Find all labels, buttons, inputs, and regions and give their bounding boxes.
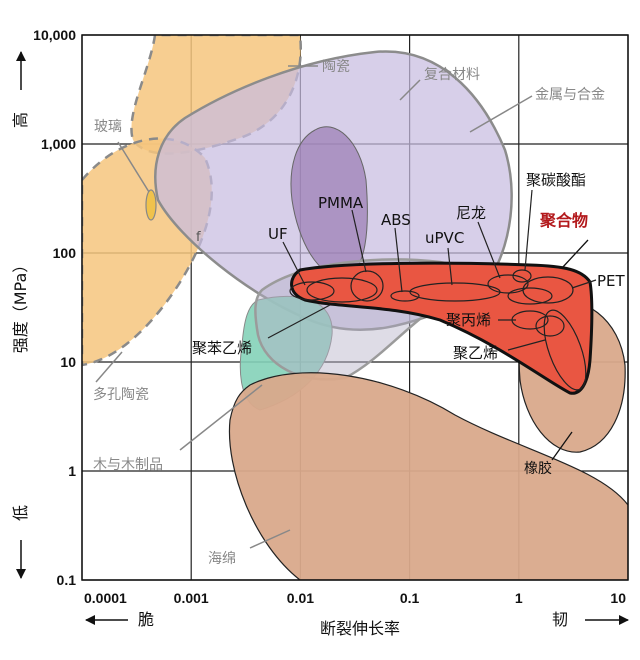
- pet-inner-region: [507, 287, 553, 305]
- leader-lines: [95, 65, 533, 549]
- polymer-label: 聚合物: [539, 211, 588, 230]
- metal-leader: [469, 95, 533, 133]
- pet-leader: [571, 279, 597, 289]
- pp-label: 聚丙烯: [446, 311, 491, 329]
- pe-leader: [507, 339, 546, 351]
- foam-leader: [249, 529, 291, 549]
- ps-leader: [267, 304, 331, 339]
- uf-region: [289, 281, 335, 301]
- nylon-region: [487, 274, 529, 294]
- polymer-labels: PMMA UF ABS uPVC 尼龙 聚碳酸酯 PET 聚丙烯 聚乙烯 聚苯乙…: [192, 171, 626, 362]
- y-tick-label: 1: [68, 463, 76, 479]
- wood-leader: [179, 384, 263, 451]
- y-tick-label: 10: [60, 354, 76, 370]
- polymer-subregions: [289, 269, 587, 391]
- y-tick-labels: 0.1 1 10 100 1,000 10,000: [33, 27, 76, 588]
- abs-region: [390, 290, 420, 302]
- polymer-leaders: [267, 189, 597, 351]
- y-axis-annotations: 强度（MPa） 高 低: [11, 51, 30, 579]
- foam-region: [228, 372, 628, 580]
- pc-region: [512, 269, 532, 283]
- pe-region: [543, 309, 587, 391]
- x-high-label: 韧: [552, 610, 568, 629]
- pc-leader: [524, 189, 533, 271]
- polymer-callout-leader: [551, 239, 589, 461]
- region-labels: 陶瓷 复合材料 金属与合金 玻璃 多孔陶瓷 木与木制品 海绵 橡胶 f: [93, 59, 605, 567]
- x-axis-annotations: 断裂伸长率 脆 韧: [85, 610, 629, 638]
- y-tick-label: 1,000: [41, 136, 76, 152]
- porous-ceramic-leader: [95, 351, 123, 383]
- abs-leader: [394, 227, 403, 293]
- y-high-label: 高: [11, 112, 30, 128]
- ps-label: 聚苯乙烯: [192, 339, 252, 357]
- plot-border: [81, 34, 629, 581]
- ps-region: [306, 277, 378, 303]
- composite-leader: [399, 79, 421, 101]
- pe-label: 聚乙烯: [453, 344, 498, 362]
- x-tick-label: 0.0001: [84, 590, 127, 606]
- x-tick-label: 0.001: [174, 590, 209, 606]
- pmma-polymer-region: [350, 270, 384, 302]
- pmma-label: PMMA: [318, 194, 364, 212]
- glass-leader: [117, 141, 150, 193]
- x-tick-label: 0.01: [287, 590, 314, 606]
- x-tick-labels: 0.0001 0.001 0.01 0.1 1 10: [84, 590, 626, 606]
- upvc-label: uPVC: [425, 229, 464, 247]
- y-low-label: 低: [11, 505, 30, 521]
- rubber-label: 橡胶: [524, 460, 552, 477]
- regions: [82, 35, 628, 580]
- porous-ceramic-label: 多孔陶瓷: [93, 386, 149, 403]
- abs-label: ABS: [381, 211, 411, 229]
- y-tick-label: 100: [53, 245, 77, 261]
- y-axis-title: 强度（MPa）: [11, 257, 30, 354]
- x-low-label: 脆: [138, 610, 154, 629]
- uf-leader: [282, 241, 306, 286]
- pet-region: [522, 276, 574, 304]
- x-tick-label: 1: [515, 590, 523, 606]
- stray-f-label: f: [196, 230, 201, 245]
- pmma-leader: [351, 209, 367, 273]
- rubber-leader: [551, 431, 573, 461]
- polymer-leader: [561, 239, 589, 269]
- y-tick-label: 0.1: [57, 572, 77, 588]
- x-axis-title: 断裂伸长率: [320, 619, 400, 638]
- ceramic-label: 陶瓷: [322, 59, 350, 75]
- glass-region: [145, 189, 157, 221]
- pe-inner-region: [535, 315, 565, 337]
- upvc-leader: [447, 247, 453, 286]
- x-tick-label: 0.1: [400, 590, 420, 606]
- nylon-label: 尼龙: [456, 204, 486, 222]
- x-tick-label: 10: [610, 590, 626, 606]
- pc-label: 聚碳酸酯: [526, 171, 586, 189]
- wood-label: 木与木制品: [93, 457, 163, 473]
- pet-label: PET: [597, 272, 626, 290]
- composite-label: 复合材料: [424, 66, 480, 83]
- foam-label: 海绵: [208, 550, 236, 567]
- uf-label: UF: [268, 225, 288, 243]
- glass-label: 玻璃: [94, 118, 122, 135]
- y-tick-label: 10,000: [33, 27, 76, 43]
- metal-label: 金属与合金: [535, 87, 605, 103]
- nylon-leader: [477, 221, 501, 279]
